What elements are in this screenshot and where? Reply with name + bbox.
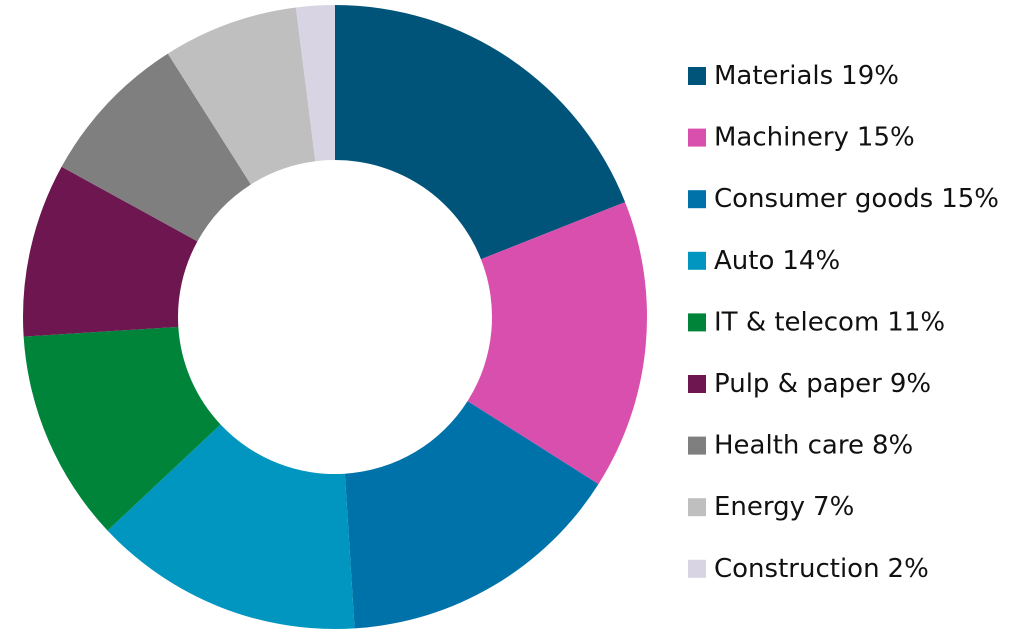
- legend-value: 15%: [941, 184, 999, 214]
- legend-name: IT & telecom: [714, 307, 879, 337]
- legend-swatch: [688, 436, 706, 455]
- legend-swatch: [688, 67, 706, 85]
- legend-swatch: [688, 190, 706, 209]
- legend-name: Auto: [714, 245, 774, 275]
- legend-name: Pulp & paper: [714, 369, 882, 399]
- legend-label: Materials 19%: [714, 61, 899, 91]
- donut-slice: [23, 166, 198, 337]
- legend-swatch: [688, 498, 706, 517]
- legend-label: Machinery 15%: [714, 122, 915, 152]
- legend-value: 11%: [887, 307, 945, 337]
- legend-value: 8%: [872, 430, 913, 460]
- donut-slice: [295, 5, 335, 162]
- donut-slice: [467, 202, 647, 485]
- legend-label: Consumer goods 15%: [714, 184, 999, 214]
- legend-name: Materials: [714, 61, 833, 91]
- legend-swatch: [688, 313, 706, 332]
- legend-swatch: [688, 128, 706, 147]
- legend-label: Energy 7%: [714, 492, 854, 522]
- donut-slice: [167, 7, 316, 185]
- legend-value: 7%: [813, 492, 854, 522]
- legend-name: Construction: [714, 553, 880, 583]
- donut-slice: [61, 53, 251, 242]
- legend-name: Health care: [714, 430, 864, 460]
- legend-value: 19%: [841, 61, 899, 91]
- legend-name: Energy: [714, 492, 805, 522]
- donut-slice: [344, 401, 599, 629]
- legend-label: Construction 2%: [714, 553, 929, 583]
- legend-label: Pulp & paper 9%: [714, 369, 931, 399]
- donut-slice: [23, 326, 221, 531]
- legend-value: 2%: [888, 553, 929, 583]
- legend-name: Machinery: [714, 122, 849, 152]
- legend-swatch: [688, 559, 706, 578]
- legend-label: Auto 14%: [714, 245, 840, 275]
- legend-swatch: [688, 375, 706, 393]
- legend-label: Health care 8%: [714, 430, 913, 460]
- legend-name: Consumer goods: [714, 184, 933, 214]
- legend-value: 14%: [782, 245, 840, 275]
- legend-value: 15%: [857, 122, 915, 152]
- legend-label: IT & telecom 11%: [714, 307, 945, 337]
- legend-swatch: [688, 251, 706, 270]
- donut-slice: [335, 5, 626, 260]
- donut-slice: [107, 424, 355, 629]
- legend-value: 9%: [890, 369, 931, 399]
